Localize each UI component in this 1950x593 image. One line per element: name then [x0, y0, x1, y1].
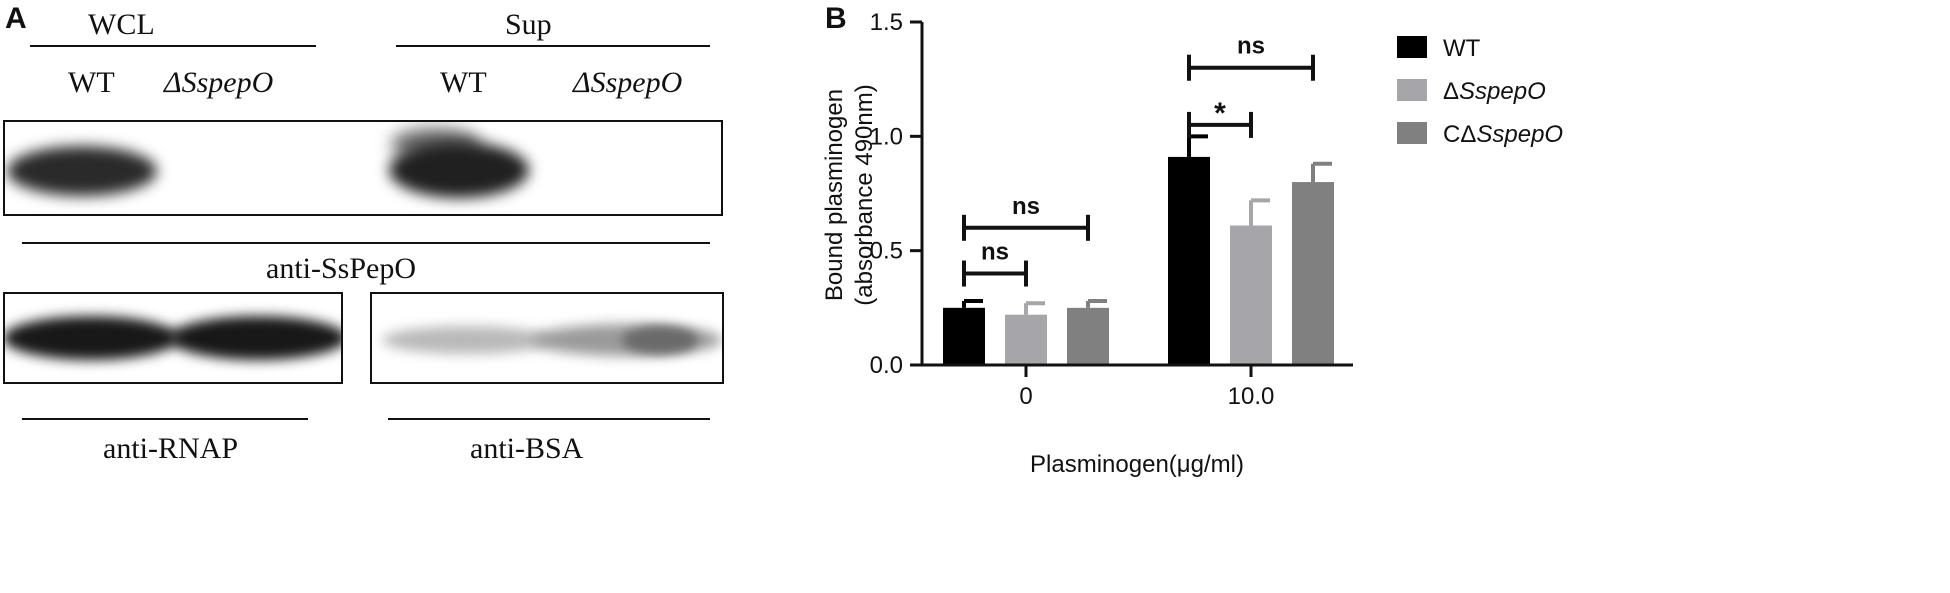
- bar: [1292, 182, 1334, 365]
- band-rnap-2: [169, 316, 341, 360]
- legend-label: CΔSspepO: [1443, 121, 1563, 148]
- bsa-rule: [388, 418, 710, 420]
- rnap-rule: [22, 418, 308, 420]
- legend-label: ΔSspepO: [1443, 78, 1546, 105]
- band-bsa-1: [382, 326, 552, 354]
- significance-label: *: [1214, 97, 1226, 130]
- legend-swatch: [1397, 79, 1427, 101]
- group-label-sup: Sup: [505, 8, 552, 41]
- x-axis-label: Plasminogen(μg/ml): [1030, 451, 1244, 478]
- significance-label: ns: [1012, 193, 1040, 220]
- band-sup-wt: [389, 142, 529, 198]
- y-tick-label: 1.0: [870, 123, 903, 150]
- band-rnap-1: [5, 316, 179, 360]
- bar: [1067, 307, 1109, 365]
- legend-swatch: [1397, 36, 1427, 58]
- y-tick-label: 1.5: [870, 9, 903, 36]
- rnap-blot-image: [3, 292, 343, 384]
- lane-label-3: WT: [440, 66, 487, 99]
- x-tick-label: 0: [1019, 383, 1032, 410]
- top-blot-image: [3, 120, 723, 216]
- group-label-wcl: WCL: [88, 8, 155, 41]
- legend-swatch: [1397, 122, 1427, 144]
- significance-label: ns: [1237, 33, 1265, 60]
- lane-label-4: ΔSspepO: [573, 66, 683, 99]
- y-axis-label: Bound plasminogen (absorbance 490nm): [821, 84, 878, 305]
- bar: [1005, 314, 1047, 365]
- label-anti-sspepo: anti-SsPepO: [266, 252, 416, 285]
- label-anti-bsa: anti-BSA: [470, 432, 584, 465]
- legend-label: WT: [1443, 35, 1481, 62]
- x-tick-label: 10.0: [1228, 383, 1275, 410]
- band-wcl-wt: [7, 146, 157, 196]
- bar: [1168, 156, 1210, 365]
- lane-label-2: ΔSspepO: [164, 66, 274, 99]
- y-axis-label-line-1: Bound plasminogen: [821, 89, 848, 301]
- y-axis-label-line-2: (absorbance 490nm): [851, 84, 878, 305]
- band-bsa-3: [622, 326, 698, 354]
- panel-b-letter: B: [825, 2, 847, 35]
- wcl-rule: [30, 45, 316, 47]
- lane-label-1: WT: [68, 66, 115, 99]
- bsa-blot-image: [370, 292, 724, 384]
- y-tick-label: 0.5: [870, 238, 903, 265]
- y-tick-label: 0.0: [870, 352, 903, 379]
- sup-rule: [396, 45, 710, 47]
- bar: [1230, 225, 1272, 365]
- label-anti-rnap: anti-RNAP: [103, 432, 238, 465]
- top-blot-rule: [22, 242, 710, 244]
- bar: [943, 307, 985, 365]
- panel-a-letter: A: [5, 2, 27, 35]
- significance-label: ns: [981, 239, 1009, 266]
